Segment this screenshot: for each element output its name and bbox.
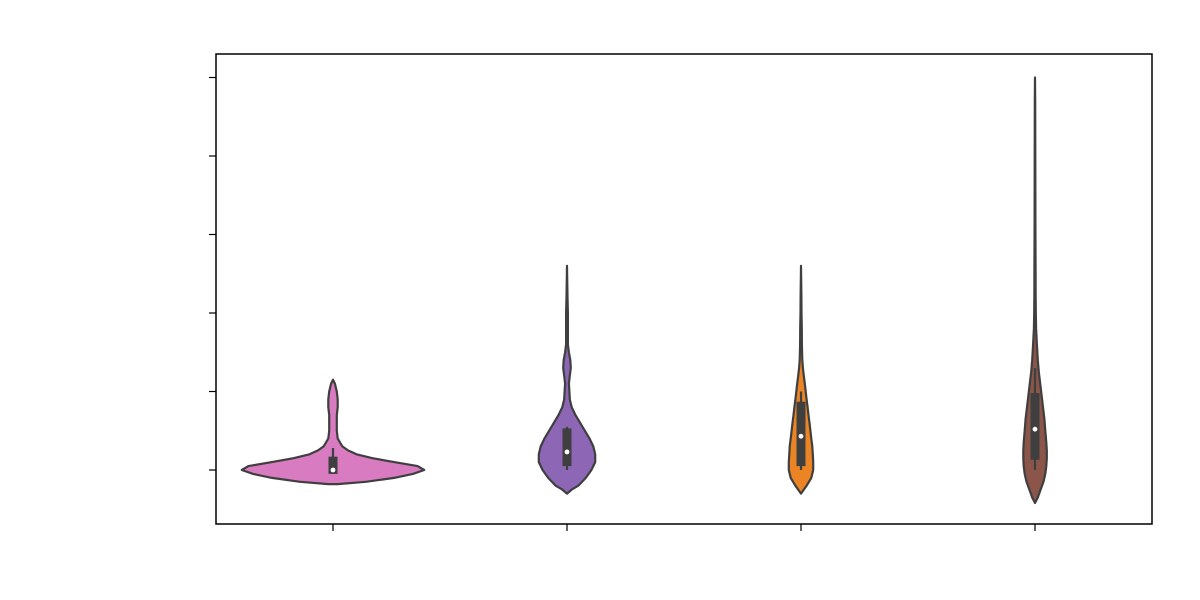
violin-box [1030, 393, 1040, 460]
violin-median [564, 449, 570, 455]
violin-group-4 [1022, 76, 1048, 505]
x-axis [332, 524, 1036, 531]
violin-body [537, 264, 597, 495]
y-axis [209, 76, 216, 471]
violin-median [330, 467, 336, 473]
violin-body [1022, 76, 1048, 505]
violins-layer [240, 76, 1048, 505]
violin-median [798, 433, 804, 439]
violin-body [787, 264, 815, 495]
plot-area-frame [215, 53, 1153, 525]
violin-group-1 [240, 378, 426, 486]
violin-median [1032, 426, 1038, 432]
violin-body [240, 378, 426, 486]
violin-group-3 [787, 264, 815, 495]
violin-group-2 [537, 264, 597, 495]
violin-box [328, 456, 338, 474]
violin-box [562, 428, 572, 467]
